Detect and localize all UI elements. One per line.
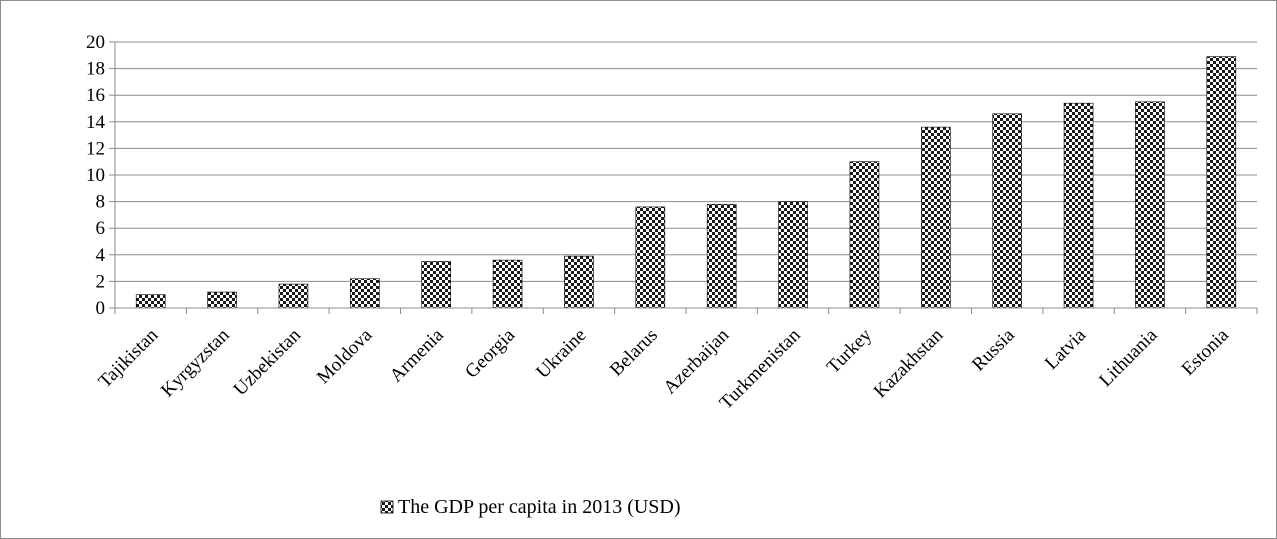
bars [135, 56, 1237, 309]
x-tick-label: Belarus [606, 325, 662, 381]
y-tick-label: 8 [96, 192, 106, 213]
bar [849, 161, 880, 309]
bar [1135, 101, 1165, 309]
bar [1206, 56, 1237, 309]
x-tick-label: Moldova [313, 324, 377, 388]
x-tick-label: Uzbekistan [230, 324, 306, 400]
y-tick-label: 2 [96, 271, 106, 292]
y-tick-label: 12 [86, 138, 105, 159]
x-tick-label: Russia [968, 324, 1019, 375]
legend: The GDP per capita in 2013 (USD) [380, 496, 681, 518]
x-tick-label: Lithuania [1095, 324, 1162, 391]
bar [207, 291, 237, 309]
bar [492, 259, 523, 309]
x-tick-label: Estonia [1178, 324, 1234, 380]
x-tick-label: Turkey [823, 324, 877, 378]
y-tick-label: 0 [96, 298, 106, 319]
x-tick-label: Latvia [1041, 324, 1091, 374]
y-tick-label: 6 [96, 218, 106, 239]
bar [706, 203, 737, 309]
bar [778, 201, 808, 309]
bar [278, 283, 309, 309]
y-tick-label: 18 [86, 59, 105, 80]
x-tick-label: Azerbaijan [659, 324, 733, 398]
y-tick-label: 14 [86, 112, 106, 133]
x-tick-label: Georgia [461, 324, 519, 382]
axes [114, 42, 1258, 314]
y-tick-label: 4 [96, 245, 106, 266]
x-tick-label: Kazakhstan [870, 324, 948, 402]
bar [1063, 102, 1094, 309]
bar [992, 113, 1022, 309]
y-tick-labels: 0 2 4 6 8 10 12 14 16 18 20 [86, 32, 106, 319]
x-tick-label: Ukraine [532, 325, 590, 383]
x-tick-label: Kyrgyzstan [157, 324, 234, 401]
x-tick-label: Tajikistan [95, 324, 163, 392]
y-tick-label: 10 [86, 165, 105, 186]
bar [921, 126, 951, 309]
bar [564, 255, 594, 309]
bar [421, 261, 451, 309]
legend-swatch [380, 500, 394, 514]
bar [350, 278, 380, 309]
bar [135, 294, 166, 309]
bar [635, 206, 666, 309]
x-tick-label: Armenia [386, 324, 448, 386]
y-tick-label: 20 [86, 32, 105, 53]
legend-label: The GDP per capita in 2013 (USD) [398, 496, 681, 518]
y-tick-label: 16 [86, 85, 105, 106]
